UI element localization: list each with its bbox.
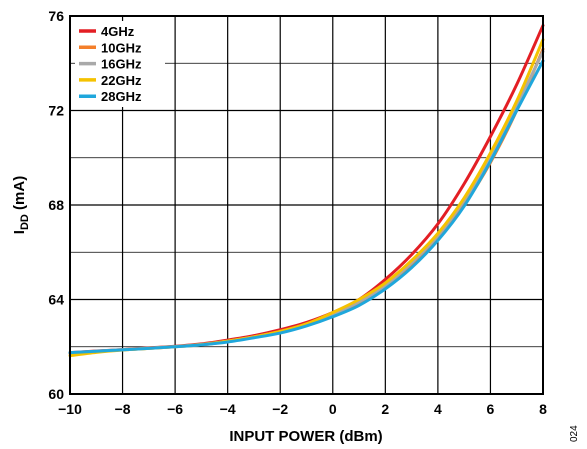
legend-label-16ghz: 16GHz (101, 57, 142, 72)
y-tick-label: 72 (48, 103, 64, 119)
x-axis-title: INPUT POWER (dBm) (229, 428, 382, 445)
x-tick-label: 4 (434, 401, 442, 417)
plot-frame (69, 15, 544, 395)
x-tick-label: −8 (115, 401, 131, 417)
x-tick-label: 6 (487, 401, 495, 417)
x-tick-label: 0 (329, 401, 337, 417)
x-tick-label: −4 (220, 401, 236, 417)
series-line-28ghz (68, 59, 545, 355)
x-tick-label: 2 (381, 401, 389, 417)
x-tick-label: −2 (272, 401, 288, 417)
y-tick-label: 60 (48, 386, 64, 402)
y-tick-labels: 60 64 68 72 76 (48, 8, 64, 402)
y-tick-label: 64 (48, 292, 64, 308)
legend-label-28ghz: 28GHz (101, 89, 142, 104)
series-lines (68, 23, 545, 358)
y-tick-label: 68 (48, 197, 64, 213)
legend-label-4ghz: 4GHz (101, 24, 135, 39)
legend-label-22ghz: 22GHz (101, 73, 142, 88)
x-tick-label: −10 (58, 401, 82, 417)
legend-label-10ghz: 10GHz (101, 40, 142, 55)
x-tick-label: −6 (167, 401, 183, 417)
x-tick-labels: −10 −8 −6 −4 −2 0 2 4 6 8 (58, 401, 547, 417)
figure-id: 024 (569, 425, 580, 442)
y-tick-label: 76 (48, 8, 64, 24)
x-tick-label: 8 (539, 401, 547, 417)
y-axis-title: IDD (mA) (11, 176, 31, 234)
